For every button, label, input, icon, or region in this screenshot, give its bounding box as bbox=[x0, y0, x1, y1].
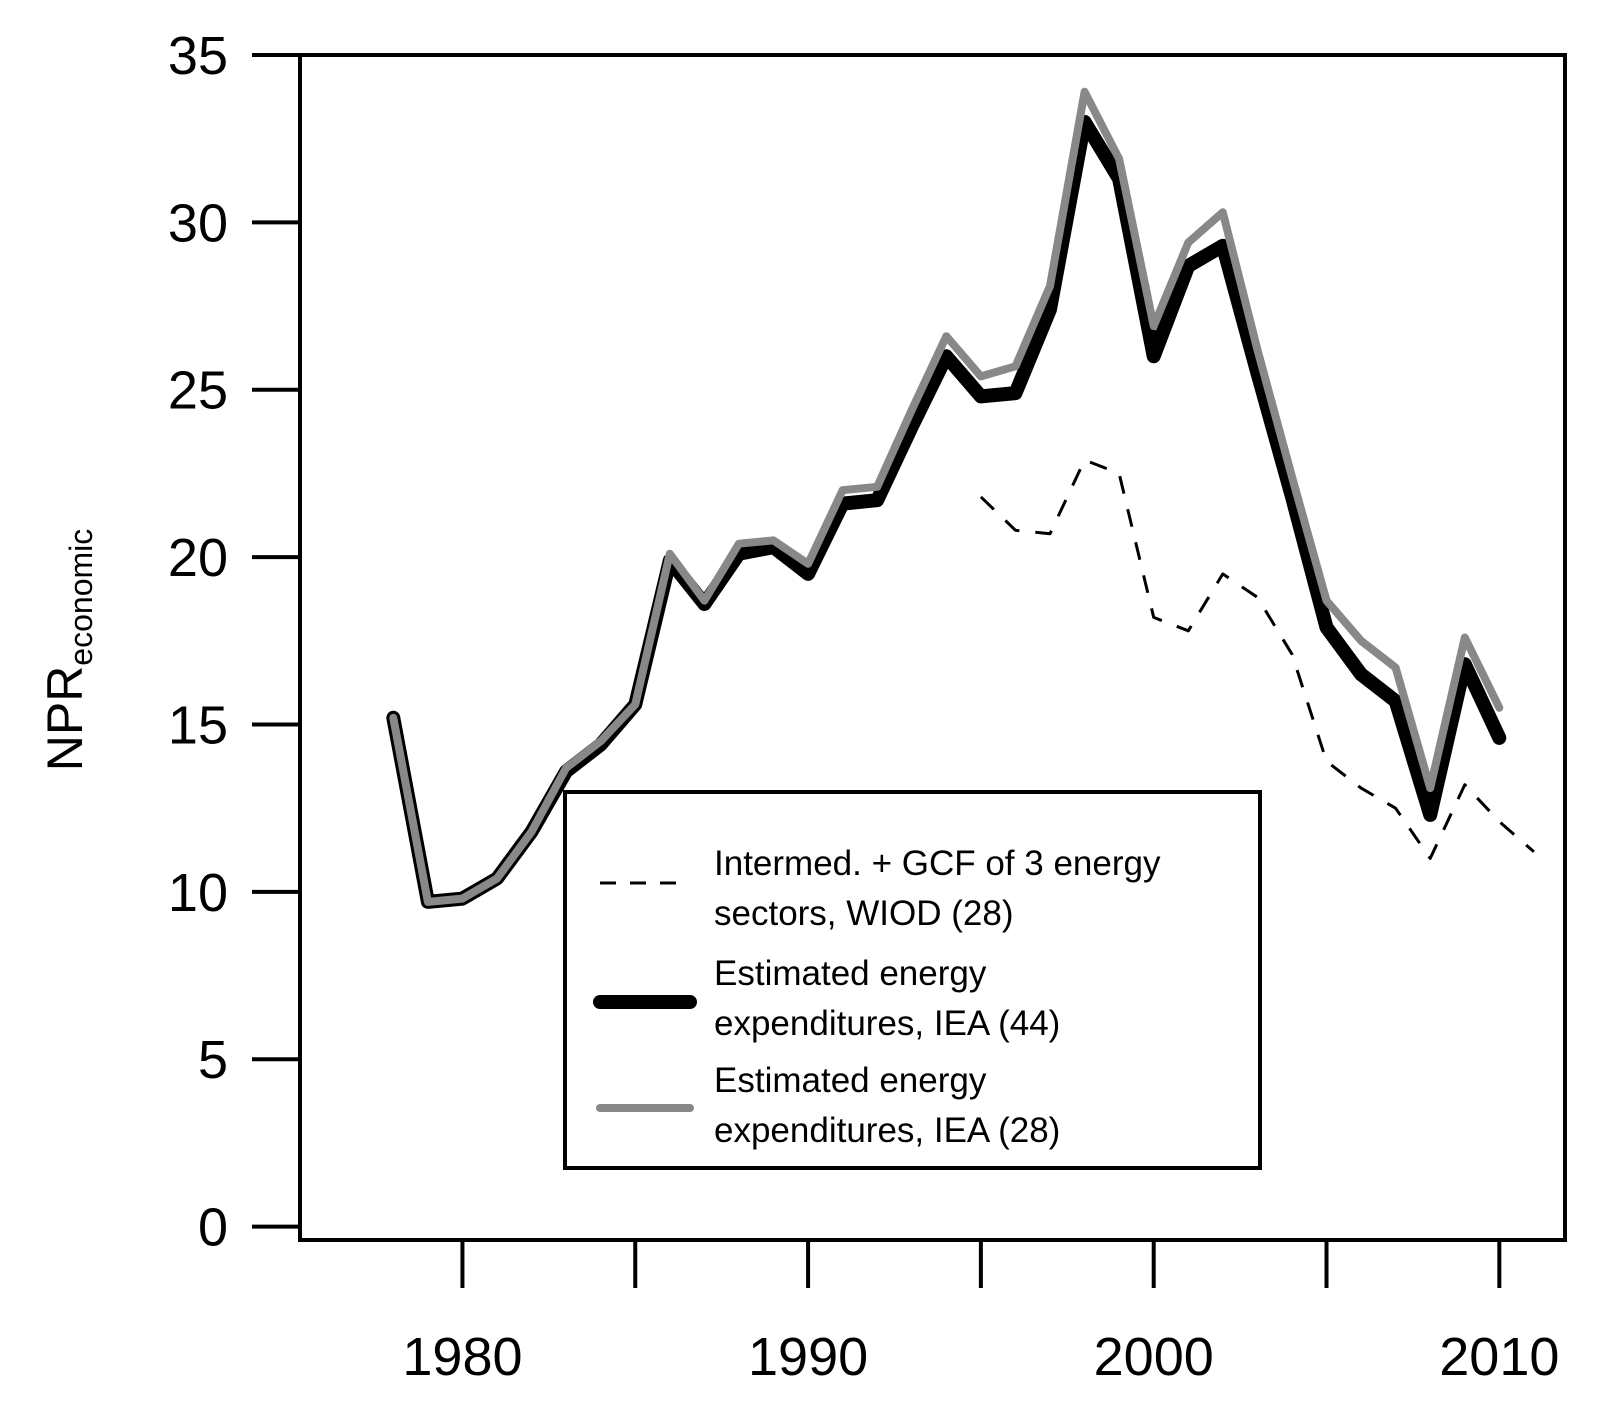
y-axis-label: NPReconomic bbox=[37, 529, 99, 772]
y-tick-label-25: 25 bbox=[168, 361, 228, 421]
svg-text:NPReconomic: NPReconomic bbox=[37, 529, 99, 772]
x-tick-label-1990: 1990 bbox=[748, 1327, 868, 1387]
y-tick-label-15: 15 bbox=[168, 695, 228, 755]
y-tick-label-5: 5 bbox=[198, 1030, 228, 1090]
series-iea-28-line bbox=[389, 87, 1504, 906]
plot-frame bbox=[298, 53, 1567, 1242]
legend-box bbox=[563, 790, 1262, 1170]
y-tick-label-35: 35 bbox=[168, 26, 228, 86]
y-tick-label-0: 0 bbox=[198, 1198, 228, 1258]
x-tick-label-2000: 2000 bbox=[1094, 1327, 1214, 1387]
y-tick-label-10: 10 bbox=[168, 863, 228, 923]
x-tick-label-2010: 2010 bbox=[1439, 1327, 1559, 1387]
axes-layer: 0 5 10 15 20 25 30 35 1980 1990 2000 2010 bbox=[168, 26, 1559, 1387]
legend: Intermed. + GCF of 3 energy sectors, WIO… bbox=[563, 790, 1262, 1170]
legend-label-wiod-line2: sectors, WIOD (28) bbox=[714, 894, 1013, 933]
y-axis-label-main: NPR bbox=[37, 666, 93, 772]
y-tick-label-30: 30 bbox=[168, 193, 228, 253]
series-wiod-line bbox=[979, 458, 1535, 860]
y-axis-label-subscript: economic bbox=[63, 529, 99, 666]
y-tick-label-20: 20 bbox=[168, 528, 228, 588]
series-layer bbox=[386, 87, 1535, 909]
legend-label-iea-44-line2: expenditures, IEA (44) bbox=[714, 1004, 1060, 1043]
legend-label-iea-28-line1: Estimated energy bbox=[714, 1061, 987, 1100]
legend-label-iea-28-line2: expenditures, IEA (28) bbox=[714, 1111, 1060, 1150]
legend-label-iea-44-line1: Estimated energy bbox=[714, 954, 987, 993]
legend-label-wiod-line1: Intermed. + GCF of 3 energy bbox=[714, 844, 1161, 883]
x-tick-label-1980: 1980 bbox=[402, 1327, 522, 1387]
